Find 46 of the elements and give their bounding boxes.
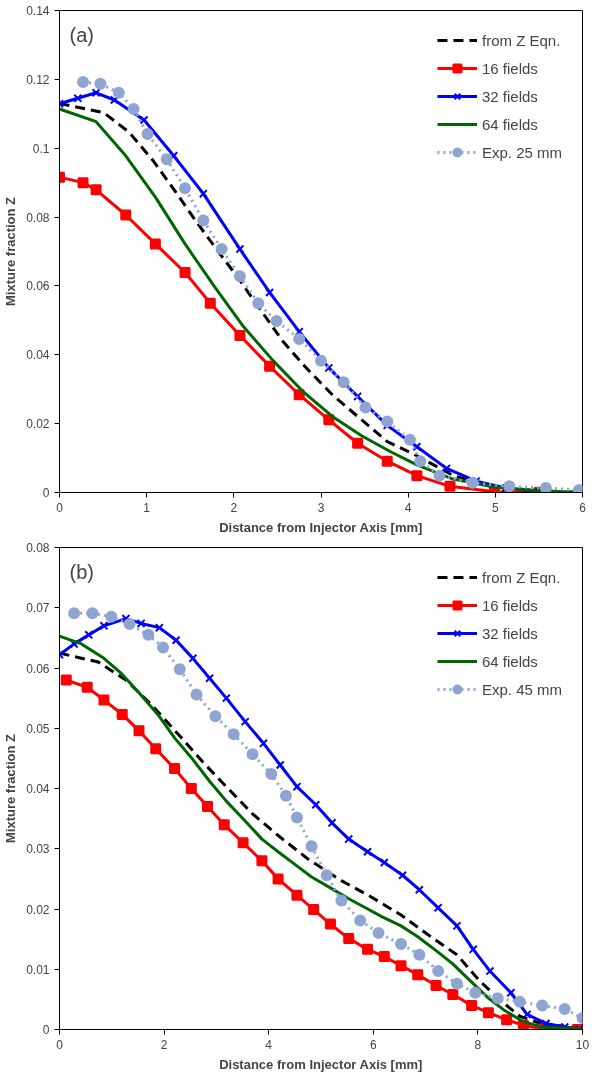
y-tick-label: 0.05 <box>26 721 50 736</box>
x-tick-label: 8 <box>474 1037 482 1052</box>
x-tick-label: 3 <box>317 500 325 515</box>
annotation: (b) <box>69 560 94 583</box>
x-tick-label: 2 <box>160 1037 168 1052</box>
legend-label: 32 fields <box>481 87 538 105</box>
x-tick-label: 1 <box>143 500 151 515</box>
y-tick-label: 0.14 <box>26 4 50 18</box>
y-tick-label: 0.04 <box>26 782 50 796</box>
x-tick-label: 5 <box>492 500 499 515</box>
x-axis-title: Distance from Injector Axis [mm] <box>219 1056 423 1072</box>
legend-label: 16 fields <box>481 59 538 77</box>
x-tick-label: 0 <box>56 1037 64 1052</box>
x-tick-label: 6 <box>369 1037 377 1052</box>
y-tick-label: 0.01 <box>26 962 50 977</box>
x-tick-label: 6 <box>579 500 587 515</box>
y-axis-title: Mixture fraction Z <box>3 196 19 307</box>
y-tick-label: 0.03 <box>26 842 50 857</box>
legend-label: 64 fields <box>481 652 538 670</box>
y-tick-label: 0.06 <box>26 279 50 294</box>
legend-label: 32 fields <box>481 624 538 642</box>
y-tick-label: 0.1 <box>32 141 50 156</box>
legend-label: 16 fields <box>481 596 538 614</box>
legend-label: from Z Eqn. <box>481 568 561 586</box>
y-tick-label: 0 <box>42 1023 50 1037</box>
x-axis-title: Distance from Injector Axis [mm] <box>219 519 423 535</box>
y-tick-label: 0.02 <box>26 417 50 432</box>
x-tick-label: 0 <box>56 500 64 515</box>
x-tick-label: 4 <box>265 1037 273 1052</box>
legend-label: 64 fields <box>481 115 538 133</box>
x-tick-label: 4 <box>404 500 412 515</box>
y-tick-label: 0 <box>42 486 50 500</box>
y-tick-label: 0.06 <box>26 661 50 676</box>
x-tick-label: 10 <box>575 1037 590 1052</box>
y-tick-label: 0.04 <box>26 348 50 363</box>
legend-label: Exp. 25 mm <box>481 143 562 161</box>
y-tick-label: 0.02 <box>26 902 50 917</box>
y-tick-label: 0.08 <box>26 210 50 225</box>
legend-label: from Z Eqn. <box>481 31 561 49</box>
y-axis-title: Mixture fraction Z <box>3 733 19 844</box>
legend-label: Exp. 45 mm <box>481 680 562 698</box>
y-tick-label: 0.07 <box>26 601 50 616</box>
y-tick-label: 0.08 <box>26 541 50 555</box>
y-tick-label: 0.12 <box>26 72 50 87</box>
annotation: (a) <box>69 23 94 46</box>
x-tick-label: 2 <box>230 500 238 515</box>
